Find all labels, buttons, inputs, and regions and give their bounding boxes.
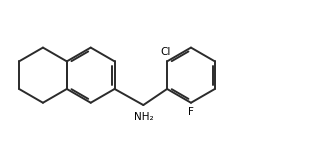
Text: NH₂: NH₂ [133, 112, 153, 122]
Text: Cl: Cl [160, 47, 170, 57]
Text: F: F [188, 107, 194, 117]
